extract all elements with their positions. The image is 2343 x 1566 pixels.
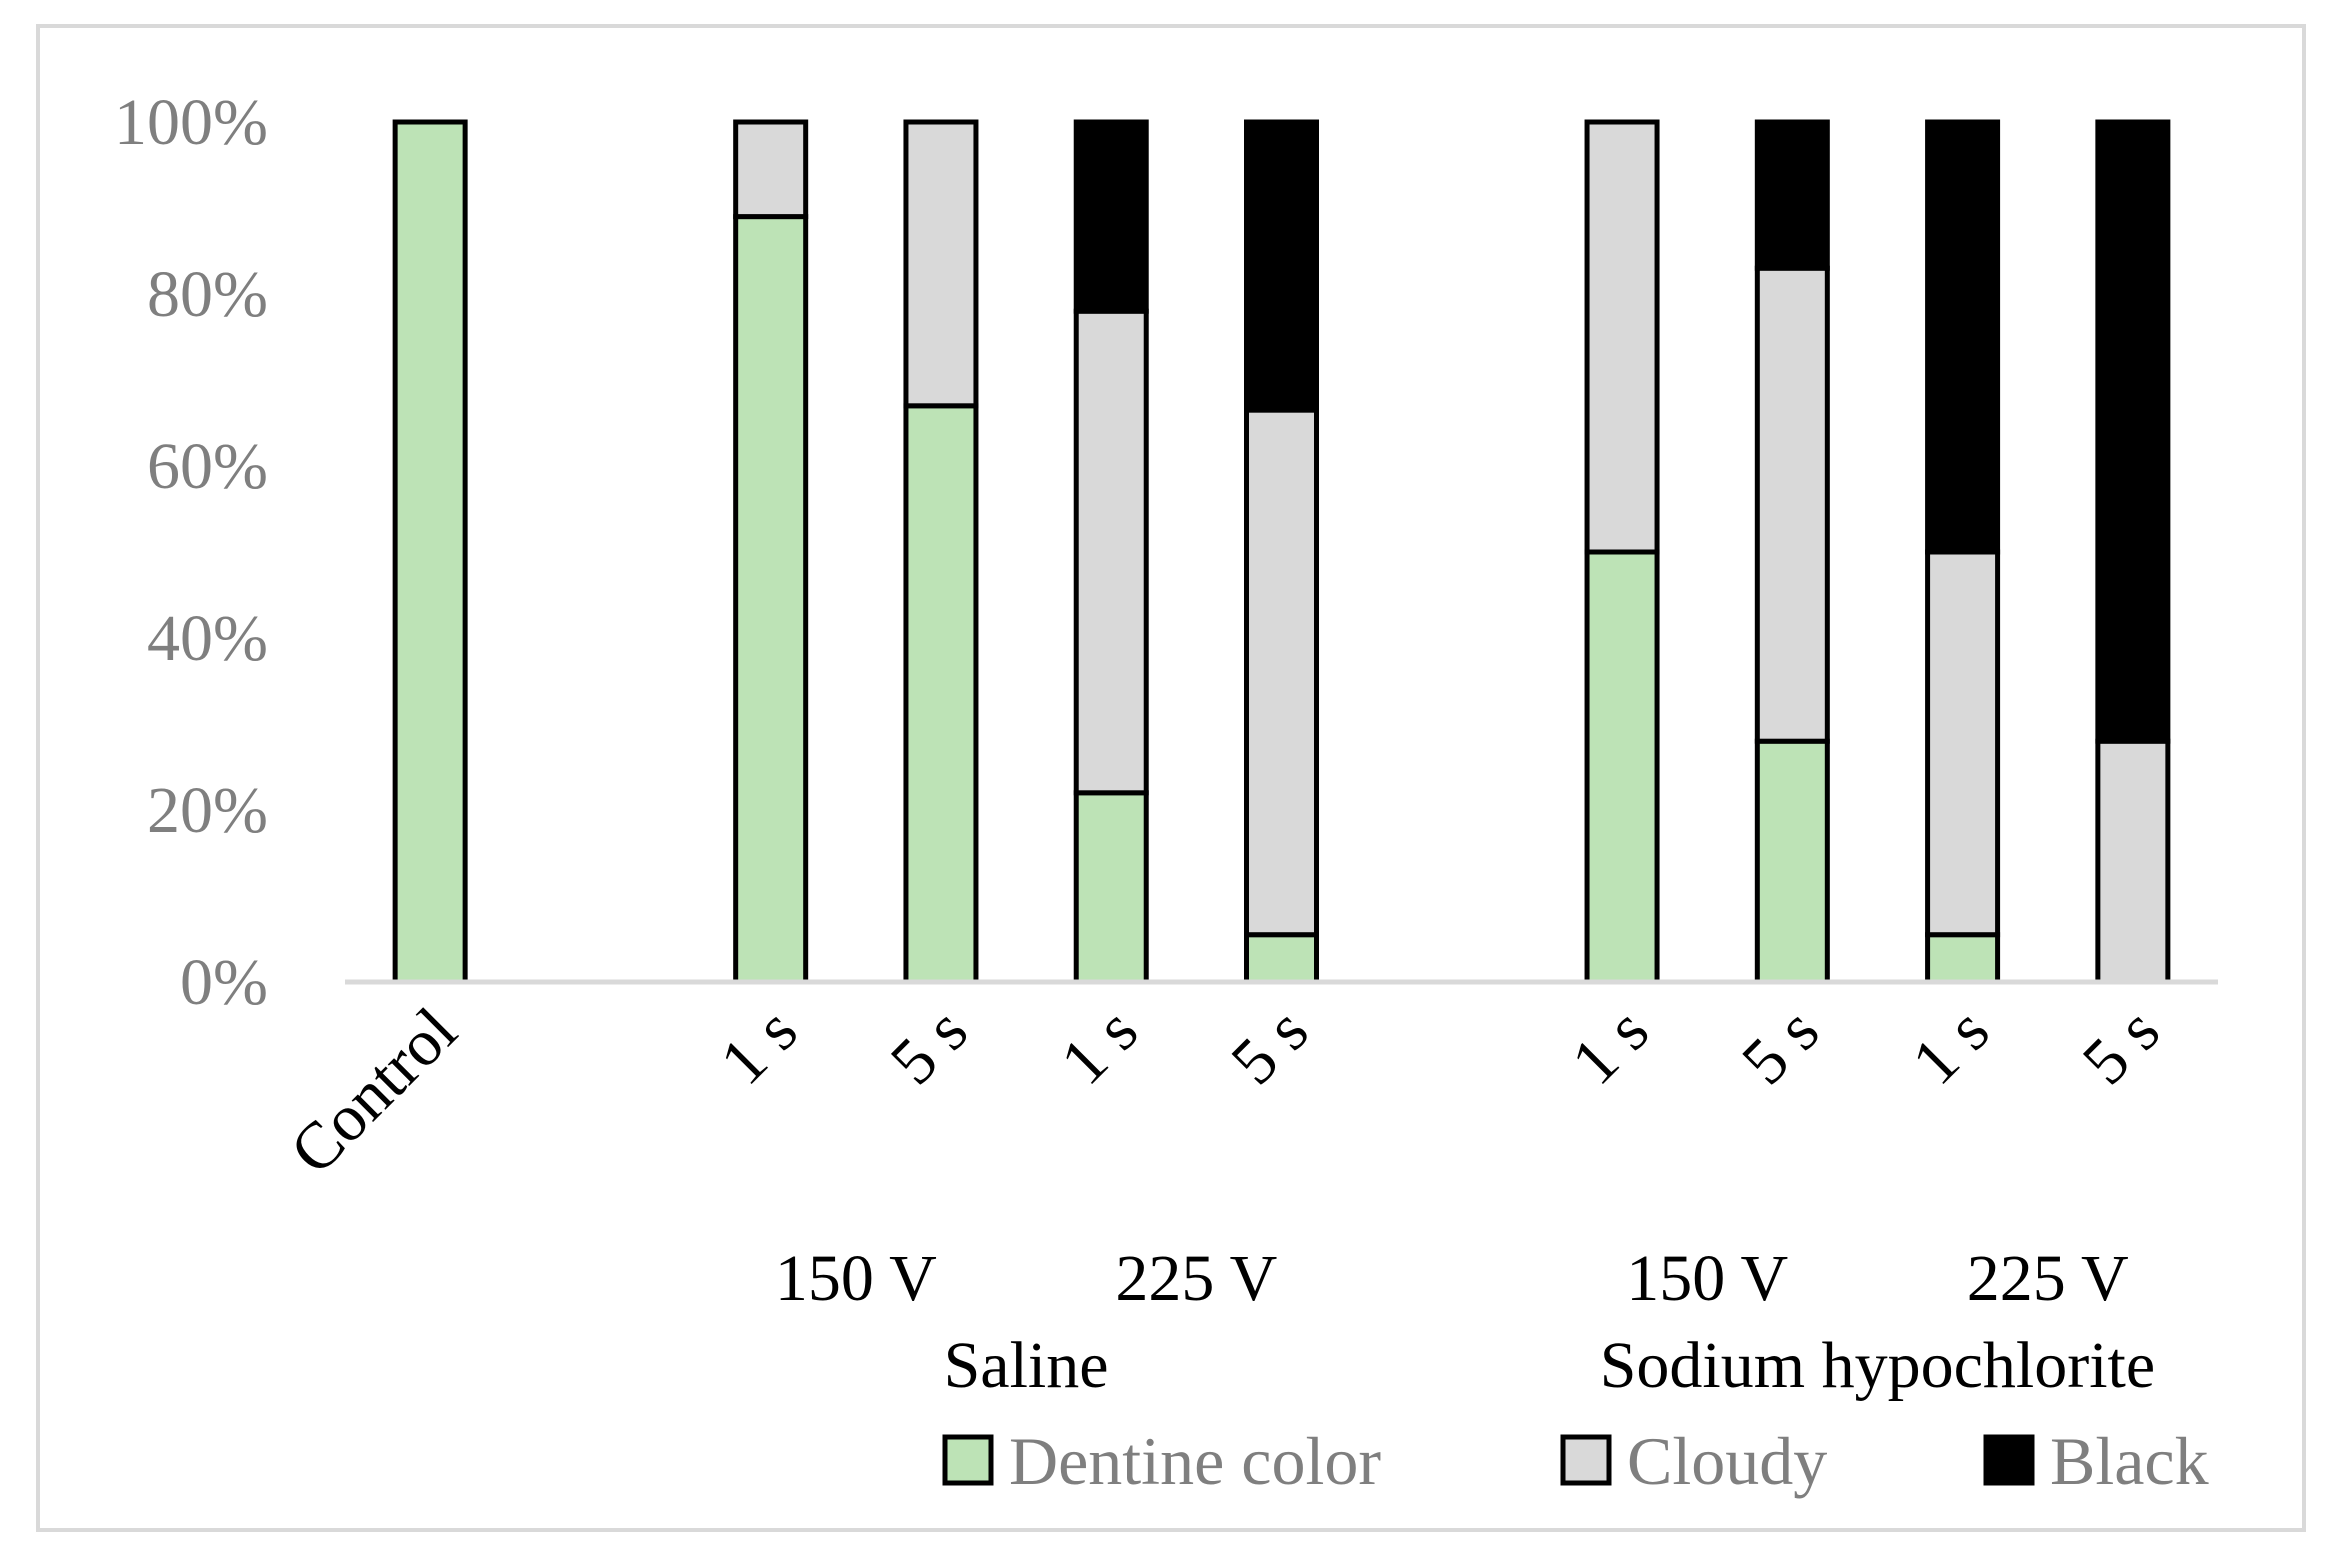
voltage-group-label: 150 V	[775, 1242, 937, 1315]
solution-group-label: Sodium hypochlorite	[1600, 1329, 2155, 1402]
bar-dentine-color	[733, 214, 809, 985]
x-category-label: 1 s	[1898, 994, 2003, 1099]
bar-cloudy	[1584, 119, 1660, 555]
legend-label: Cloudy	[1627, 1423, 1827, 1499]
legend-label: Black	[2050, 1423, 2209, 1499]
bar-dentine-color	[1073, 790, 1149, 985]
bar-black	[1244, 119, 1319, 413]
bar-dentine-color	[1244, 932, 1319, 985]
x-category-label: 1 s	[1558, 994, 1663, 1099]
voltage-group-label: 150 V	[1626, 1242, 1788, 1315]
bar-dentine-color	[392, 119, 468, 985]
x-category-label: 5 s	[1728, 994, 1833, 1099]
y-tick-label: 100%	[114, 86, 268, 159]
bar-dentine-color	[1584, 549, 1660, 985]
bar-black	[1754, 119, 1830, 271]
bar-cloudy	[1925, 549, 2001, 938]
bar-black	[2095, 119, 2171, 744]
y-tick-label: 60%	[147, 430, 268, 503]
legend-label: Dentine color	[1009, 1423, 1381, 1499]
bar-cloudy	[903, 119, 979, 409]
bar-black	[1073, 119, 1149, 314]
x-category-label: 1 s	[707, 994, 812, 1099]
legend-swatch-cloudy	[1560, 1434, 1612, 1486]
bar-black	[1925, 119, 2001, 555]
y-tick-label: 20%	[147, 774, 268, 847]
bar-cloudy	[1754, 265, 1830, 744]
bar-dentine-color	[1925, 932, 2001, 985]
bar-cloudy	[2095, 738, 2171, 985]
y-tick-label: 80%	[147, 258, 268, 331]
voltage-group-label: 225 V	[1115, 1242, 1277, 1315]
x-category-label: 5 s	[1217, 994, 1322, 1099]
x-category-label: 5 s	[2069, 994, 2174, 1099]
solution-group-label: Saline	[944, 1329, 1109, 1402]
y-tick-label: 0%	[180, 946, 268, 1019]
x-category-label: 5 s	[877, 994, 982, 1099]
bar-cloudy	[1073, 308, 1149, 796]
legend-swatch-dentine-color	[942, 1434, 994, 1486]
bar-dentine-color	[1754, 738, 1830, 985]
bar-dentine-color	[903, 403, 979, 985]
x-category-label: 1 s	[1047, 994, 1152, 1099]
voltage-group-label: 225 V	[1967, 1242, 2129, 1315]
bar-cloudy	[1244, 407, 1319, 938]
bar-cloudy	[733, 119, 809, 220]
x-category-label: Control	[277, 994, 471, 1188]
y-tick-label: 40%	[147, 602, 268, 675]
legend-swatch-black	[1983, 1434, 2035, 1486]
